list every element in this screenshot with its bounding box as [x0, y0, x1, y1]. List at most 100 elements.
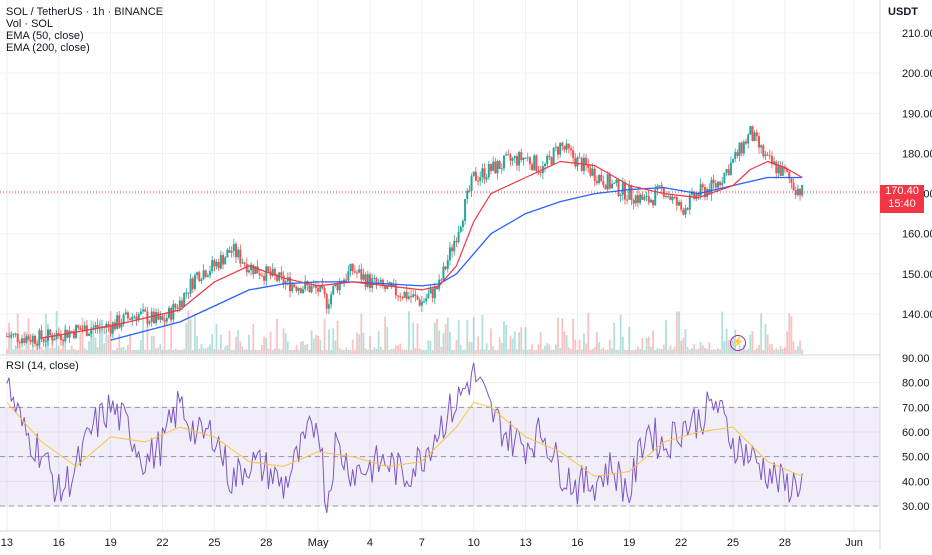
candle-body: [745, 141, 748, 144]
volume-bar: [541, 349, 544, 354]
candle-body: [535, 155, 538, 172]
symbol-title[interactable]: SOL / TetherUS · 1h · BINANCE: [6, 6, 164, 18]
candle-body: [384, 285, 387, 290]
candle-body: [639, 194, 642, 203]
volume-bar: [619, 314, 622, 354]
candle-body: [716, 181, 719, 188]
volume-bar: [474, 349, 477, 354]
candle-body: [213, 260, 216, 267]
candle-body: [446, 260, 449, 269]
volume-bar: [423, 349, 425, 354]
volume-bar: [369, 335, 371, 354]
volume-bar: [382, 349, 384, 354]
volume-bar: [159, 344, 162, 354]
volume-bar: [567, 347, 570, 354]
candle-body: [548, 155, 551, 158]
candle-body: [621, 182, 624, 195]
volume-bar: [511, 338, 514, 354]
volume-bar: [516, 349, 518, 354]
volume-bar: [40, 346, 43, 354]
candle-body: [526, 157, 529, 159]
volume-bar: [548, 344, 551, 354]
candle-body: [494, 161, 497, 174]
candle-body: [297, 288, 300, 291]
candle-body: [59, 334, 62, 340]
candle-body: [57, 333, 60, 335]
volume-bar: [217, 349, 220, 354]
volume-bar: [747, 348, 750, 354]
candle-body: [706, 189, 709, 198]
candle-body: [563, 146, 566, 150]
candle-body: [176, 307, 179, 309]
candle-body: [792, 182, 795, 191]
legend-volume[interactable]: Vol · SOL: [6, 18, 54, 30]
volume-bar: [57, 345, 60, 354]
candle-body: [260, 275, 263, 277]
rsi-lines: [6, 362, 803, 513]
candle-body: [738, 142, 741, 156]
rsi-tick-label: 40.00: [902, 476, 930, 488]
volume-bar: [23, 349, 26, 354]
volume-bar: [433, 322, 436, 354]
candle-body: [708, 189, 711, 195]
price-axis-currency[interactable]: USDT: [888, 6, 918, 18]
volume-bar: [366, 349, 369, 354]
volume-bar: [699, 341, 702, 354]
candle-body: [740, 142, 743, 154]
volume-bar: [92, 320, 95, 354]
candle-body: [308, 285, 311, 293]
rsi-tick-label: 70.00: [902, 402, 930, 414]
volume-bar: [116, 347, 119, 354]
volume-bar: [777, 349, 780, 354]
candle-body: [598, 174, 601, 184]
volume-bar: [535, 349, 538, 354]
candle-body: [126, 312, 129, 319]
legend-ema50[interactable]: EMA (50, close): [6, 30, 84, 42]
candle-body: [399, 296, 402, 298]
volume-bar: [377, 331, 380, 354]
volume-bar: [360, 313, 363, 354]
candle-body: [276, 274, 279, 281]
volume-bar: [764, 323, 767, 354]
volume-bar: [310, 330, 313, 354]
candle-body: [647, 195, 650, 203]
candle-body: [658, 185, 661, 187]
candle-body: [265, 266, 268, 281]
volume-bar: [459, 344, 462, 354]
volume-bar: [481, 314, 484, 354]
candle-body: [263, 276, 266, 281]
volume-bar: [18, 349, 21, 354]
volume-bar: [490, 328, 492, 354]
lightning-icon[interactable]: ⚡: [730, 335, 746, 351]
candle-body: [524, 157, 527, 159]
volume-bar: [615, 349, 618, 354]
candle-body: [189, 278, 192, 294]
volume-bar: [284, 333, 287, 354]
candle-body: [241, 262, 244, 264]
candle-body: [116, 315, 119, 330]
volume-bar: [418, 348, 421, 354]
candle-body: [178, 300, 181, 309]
volume-bar: [42, 349, 45, 354]
volume-bar: [345, 347, 348, 354]
volume-bar: [146, 314, 149, 354]
x-tick-label: 10: [468, 537, 480, 549]
candle-body: [31, 335, 34, 342]
candle-body: [561, 142, 564, 147]
candle-body: [215, 261, 218, 267]
candle-body: [243, 262, 246, 264]
candle-body: [325, 294, 328, 309]
legend-rsi[interactable]: RSI (14, close): [6, 360, 79, 372]
volume-bar: [351, 339, 354, 354]
legend-ema200[interactable]: EMA (200, close): [6, 42, 90, 54]
candle-body: [157, 312, 160, 320]
candle-body: [8, 336, 11, 338]
candle-body: [710, 179, 713, 195]
candle-body: [410, 296, 413, 298]
candle-body: [362, 274, 365, 280]
volume-bar: [714, 349, 717, 354]
volume-bar: [768, 344, 771, 354]
volume-bar: [271, 349, 274, 354]
